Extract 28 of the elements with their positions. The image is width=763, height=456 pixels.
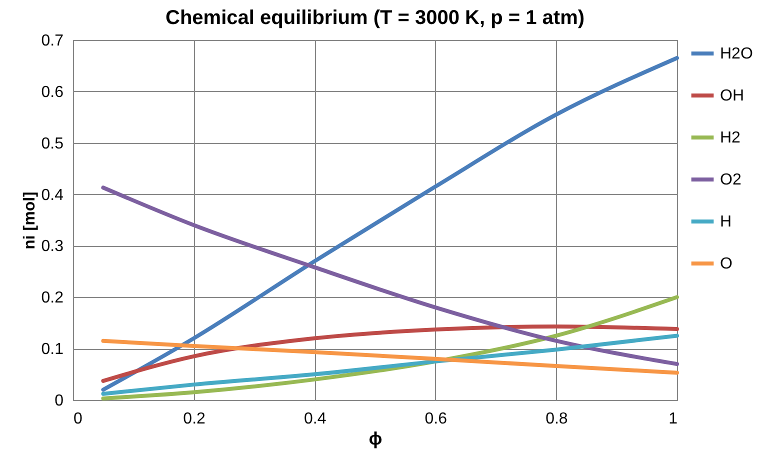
legend-label: O2 (720, 172, 742, 188)
line-series (101, 56, 679, 392)
x-tick-label: 0 (74, 410, 82, 428)
line-series (101, 186, 679, 366)
y-tick-label: 0.3 (41, 238, 64, 256)
y-tick-label: 0.5 (41, 135, 64, 152)
y-tick-label: 0.6 (41, 84, 64, 101)
x-tick-label: 0.4 (304, 410, 326, 428)
y-tick-label: 0.7 (41, 32, 64, 50)
legend-label: O (720, 256, 732, 272)
y-tick-label: 0.2 (41, 290, 64, 307)
y-axis-title: ni [mol] (21, 192, 38, 250)
chart-title: Chemical equilibrium (T = 3000 K, p = 1 atm) (165, 7, 585, 29)
y-tick-label: 0.1 (41, 341, 64, 358)
x-tick-label: 1 (668, 410, 678, 428)
legend-label: H (720, 214, 732, 230)
line-series (101, 338, 679, 375)
x-tick-label: 0.8 (546, 410, 568, 428)
legend-label: H2 (720, 130, 741, 146)
y-tick-label: 0 (54, 392, 64, 410)
y-tick-label: 0.4 (41, 186, 64, 204)
x-axis-title: ϕ (368, 428, 382, 448)
legend-label: OH (720, 88, 744, 104)
legend-label: H2O (720, 46, 753, 62)
line-series (101, 334, 679, 396)
x-tick-label: 0.2 (183, 410, 206, 428)
line-series (101, 324, 679, 383)
x-tick-label: 0.6 (424, 410, 448, 428)
